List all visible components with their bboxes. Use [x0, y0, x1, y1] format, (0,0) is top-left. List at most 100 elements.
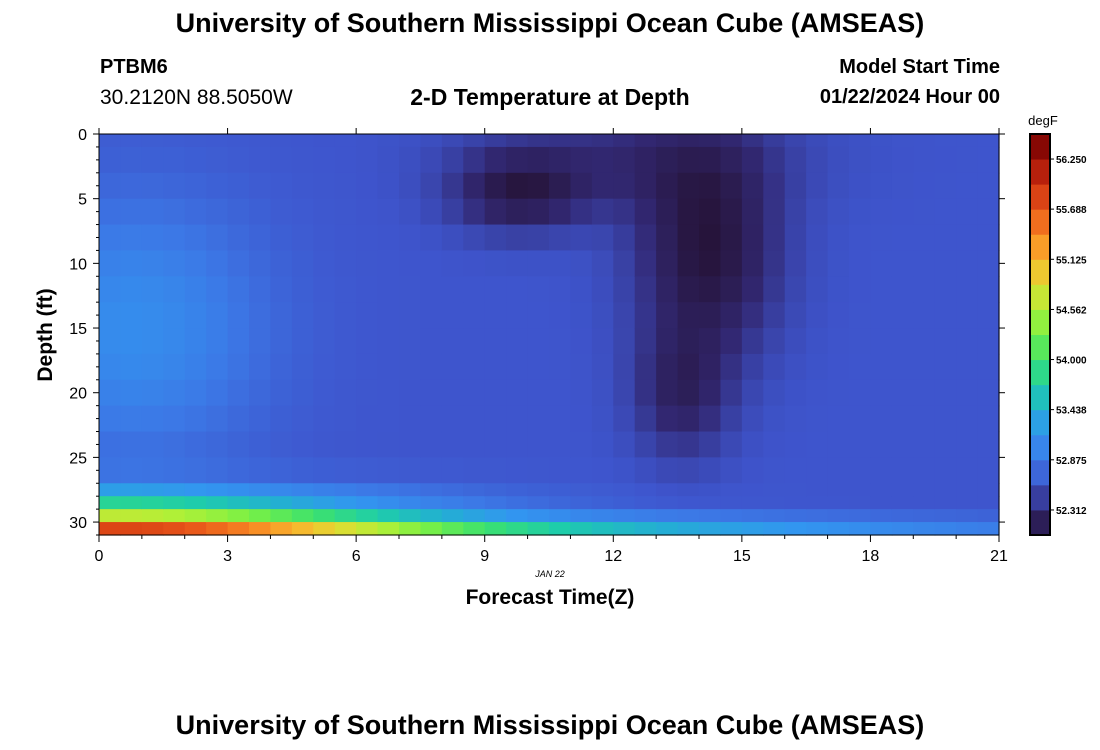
heatmap-cell: [699, 134, 722, 148]
heatmap-cell: [827, 483, 850, 497]
heatmap-cell: [570, 496, 593, 510]
heatmap-cell: [291, 496, 314, 510]
heatmap-cell: [934, 328, 957, 355]
heatmap-cell: [913, 509, 936, 523]
heatmap-cell: [763, 483, 786, 497]
heatmap-cell: [934, 496, 957, 510]
heatmap-cell: [527, 134, 550, 148]
heatmap-cell: [270, 134, 293, 148]
heatmap-cell: [977, 496, 1000, 510]
heatmap-cell: [291, 522, 314, 536]
heatmap-cell: [934, 509, 957, 523]
heatmap-cell: [677, 146, 700, 174]
heatmap-cell: [549, 509, 572, 523]
heatmap-cell: [120, 146, 143, 174]
heatmap-cell: [399, 353, 422, 381]
heatmap-cell: [99, 302, 122, 329]
heatmap-cell: [720, 522, 743, 536]
colorbar-segment: [1030, 459, 1050, 486]
heatmap-cell: [506, 522, 529, 536]
heatmap-cell: [249, 353, 272, 381]
heatmap-cell: [741, 134, 764, 148]
heatmap-cell: [463, 509, 486, 523]
heatmap-cell: [591, 405, 614, 433]
station-coordinates: 30.2120N 88.5050W: [100, 86, 293, 109]
heatmap-cell: [377, 496, 400, 510]
heatmap-cell: [227, 198, 250, 226]
heatmap-cell: [549, 405, 572, 433]
heatmap-cell: [720, 250, 743, 277]
heatmap-cell: [291, 405, 314, 433]
heatmap-cell: [420, 172, 443, 200]
heatmap-cell: [549, 379, 572, 407]
heatmap-cell: [891, 496, 914, 510]
colorbar-segment: [1030, 384, 1050, 411]
heatmap-cell: [356, 172, 379, 200]
heatmap-cell: [763, 522, 786, 536]
heatmap-cell: [356, 276, 379, 303]
heatmap-cell: [784, 522, 807, 536]
heatmap-cell: [399, 302, 422, 329]
heatmap-cell: [141, 522, 164, 536]
model-start-label: Model Start Time: [839, 56, 1000, 78]
heatmap-cell: [549, 457, 572, 484]
heatmap-cell: [163, 483, 186, 497]
heatmap-cell: [827, 509, 850, 523]
colorbar-tick-label: 52.875: [1056, 456, 1087, 467]
heatmap-cell: [549, 134, 572, 148]
heatmap-cell: [677, 224, 700, 252]
heatmap-cell: [913, 431, 936, 458]
heatmap-cell: [763, 405, 786, 433]
heatmap-cell: [356, 302, 379, 329]
heatmap-cell: [699, 198, 722, 226]
heatmap-cell: [634, 379, 657, 407]
heatmap-cell: [570, 250, 593, 277]
heatmap-cell: [806, 405, 829, 433]
heatmap-cell: [827, 353, 850, 381]
heatmap-cell: [699, 522, 722, 536]
heatmap-cell: [870, 483, 893, 497]
heatmap-cell: [870, 522, 893, 536]
heatmap-cell: [613, 509, 636, 523]
heatmap-cell: [356, 353, 379, 381]
colorbar-segment: [1030, 234, 1050, 260]
heatmap-cell: [527, 198, 550, 226]
heatmap-cell: [591, 276, 614, 303]
heatmap-cell: [634, 302, 657, 329]
heatmap-cell: [291, 328, 314, 355]
heatmap-cell: [784, 405, 807, 433]
heatmap-cell: [656, 509, 679, 523]
heatmap-cell: [399, 224, 422, 252]
heatmap-cell: [956, 146, 979, 174]
heatmap-cell: [163, 509, 186, 523]
heatmap-cell: [291, 224, 314, 252]
heatmap-cell: [206, 379, 229, 407]
colorbar-tick-label: 54.562: [1056, 305, 1087, 316]
x-tick-label: 21: [990, 548, 1008, 565]
heatmap-cell: [570, 224, 593, 252]
heatmap-cell: [163, 328, 186, 355]
heatmap-cell: [206, 276, 229, 303]
heatmap-cell: [334, 509, 357, 523]
heatmap-cell: [313, 457, 336, 484]
heatmap-cell: [399, 250, 422, 277]
heatmap-cell: [184, 302, 207, 329]
heatmap-cell: [99, 457, 122, 484]
heatmap-cell: [591, 250, 614, 277]
heatmap-cell: [527, 276, 550, 303]
heatmap-cell: [977, 379, 1000, 407]
heatmap-cell: [141, 457, 164, 484]
heatmap-cell: [463, 302, 486, 329]
heatmap-cell: [956, 250, 979, 277]
heatmap-cell: [699, 483, 722, 497]
heatmap-cell: [270, 224, 293, 252]
heatmap-cell: [827, 146, 850, 174]
heatmap-cell: [720, 328, 743, 355]
heatmap-cell: [527, 431, 550, 458]
heatmap-cell: [163, 134, 186, 148]
heatmap-cell: [484, 146, 507, 174]
heatmap-cell: [99, 134, 122, 148]
heatmap-cell: [784, 353, 807, 381]
heatmap-cell: [249, 224, 272, 252]
heatmap-cell: [441, 405, 464, 433]
